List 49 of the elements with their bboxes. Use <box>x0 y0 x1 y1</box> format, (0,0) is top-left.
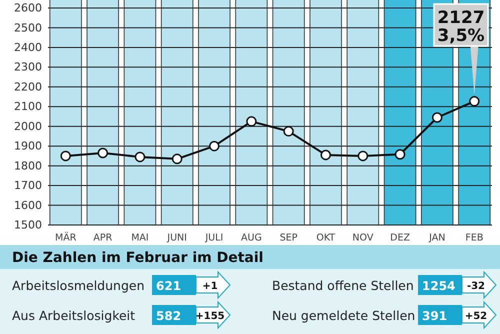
y-tick-label: 1800 <box>14 159 42 172</box>
text: Die Zahlen im Februar im Detail <box>12 250 264 266</box>
x-tick-label: OKT <box>316 232 336 244</box>
y-tick-label: 1700 <box>14 179 42 192</box>
x-tick-label: AUG <box>241 232 262 244</box>
data-label: 391 <box>422 309 448 323</box>
x-tick-label: FEB <box>465 232 484 244</box>
x-tick-label: MÄR <box>55 232 77 244</box>
text: +1 <box>202 281 218 292</box>
point <box>394 149 406 160</box>
x-tick-label: APR <box>93 232 113 244</box>
point <box>134 152 146 162</box>
text: +52 <box>464 311 488 322</box>
point <box>172 154 182 164</box>
category-label: Aus Arbeitslosigkeit <box>12 308 136 323</box>
point <box>283 126 294 137</box>
y-tick-label: 1600 <box>14 198 42 212</box>
point <box>320 150 331 160</box>
text: -32 <box>466 281 486 292</box>
point <box>432 112 442 123</box>
data-label: 621 <box>156 279 182 293</box>
category-label: Neu gemeldete Stellen <box>272 308 416 323</box>
y-tick-label: 2000 <box>14 120 42 133</box>
text: +155 <box>195 311 225 322</box>
point <box>98 148 108 158</box>
y-tick-label: 2500 <box>14 21 42 34</box>
data-label: 582 <box>156 309 182 323</box>
y-tick-label: 2100 <box>14 100 42 114</box>
x-tick-label: SEP <box>280 232 298 244</box>
category-label: Arbeitslosmeldungen <box>12 278 145 293</box>
x-tick-label: DEZ <box>390 232 410 244</box>
point <box>469 96 480 107</box>
y-tick-label: 1900 <box>14 140 42 153</box>
point <box>60 150 71 162</box>
y-tick-label: 2200 <box>14 80 42 94</box>
category-label: Bestand offene Stellen <box>272 278 414 293</box>
x-tick-label: MAI <box>131 232 149 244</box>
point <box>209 140 220 152</box>
y-tick-label: 2600 <box>14 2 42 15</box>
y-tick-label: 1500 <box>14 218 42 232</box>
y-tick-label: 2300 <box>14 60 42 74</box>
x-tick-label: JAN <box>428 232 446 244</box>
x-tick-label: JUNI <box>166 232 187 244</box>
y-tick-label: 2400 <box>14 40 42 54</box>
x-tick-label: NOV <box>352 232 374 244</box>
data-label: 1254 <box>422 279 456 293</box>
x-tick-label: JULI <box>204 232 224 244</box>
point <box>246 116 257 127</box>
point <box>358 150 368 162</box>
